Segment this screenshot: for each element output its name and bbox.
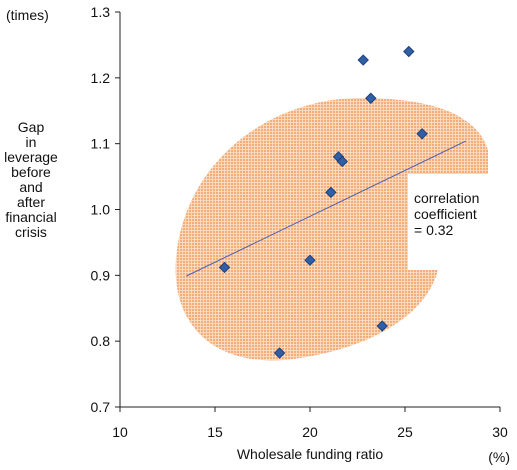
data-point <box>218 261 231 274</box>
shaded-region <box>175 98 488 361</box>
data-point <box>325 186 337 199</box>
x-tick-label: 30 <box>492 424 508 440</box>
y-axis-unit: (times) <box>6 7 49 23</box>
data-point <box>376 320 388 332</box>
data-point <box>403 45 415 58</box>
y-tick-label: 0.9 <box>91 267 111 283</box>
y-axis-title-line: financial <box>5 209 57 225</box>
y-axis-title-line: in <box>25 134 37 150</box>
y-tick-label: 0.7 <box>91 399 111 415</box>
data-points <box>218 45 428 359</box>
annotation-line-3: = 0.32 <box>414 222 454 238</box>
x-tick-label: 15 <box>207 424 223 440</box>
y-axis-title-line: after <box>16 194 45 210</box>
x-axis-unit: (%) <box>488 449 510 465</box>
axis-labels: 0.7 0.8 0.9 1.0 1.1 1.2 1.3 10 15 20 25 30 Wholesale… <box>6 4 510 465</box>
y-axis-title-line: crisis <box>15 224 47 240</box>
x-tick-label: 25 <box>397 424 413 440</box>
y-axis-title: Gap in leverage before and after financial cris… <box>0 120 62 240</box>
y-axis-title-line: before <box>11 164 51 180</box>
annotation-line-1: correlation <box>414 190 480 206</box>
x-tick-label: 10 <box>112 424 128 440</box>
y-tick-label: 1.2 <box>91 70 111 86</box>
x-tick-label: 20 <box>302 424 318 440</box>
axes <box>115 11 501 412</box>
correlation-annotation: correlation coefficient = 0.32 <box>408 174 488 270</box>
y-tick-label: 0.8 <box>91 333 111 349</box>
y-tick-label: 1.0 <box>91 202 111 218</box>
annotation-line-2: coefficient <box>414 206 477 222</box>
data-point <box>357 54 369 66</box>
data-point <box>416 128 428 140</box>
y-tick-label: 1.3 <box>91 4 111 20</box>
data-point <box>336 155 349 168</box>
trendline <box>186 140 467 277</box>
x-axis-title: Wholesale funding ratio <box>237 446 384 462</box>
data-point <box>273 347 286 359</box>
data-point <box>304 254 316 266</box>
y-axis-title-line: leverage <box>4 149 58 165</box>
data-point <box>365 92 377 104</box>
y-axis-title-line: Gap <box>17 119 45 135</box>
y-tick-label: 1.1 <box>91 136 111 152</box>
trendline-group <box>186 140 467 277</box>
y-axis-title-line: and <box>19 179 43 195</box>
